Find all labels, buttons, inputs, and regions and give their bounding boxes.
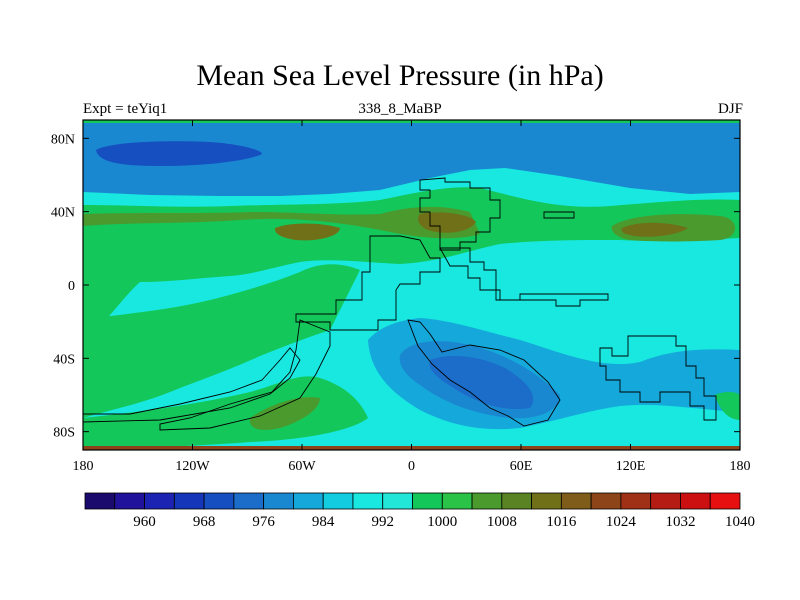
field-high-atlantic xyxy=(83,206,480,239)
field-south-east-green xyxy=(715,392,740,420)
pressure-field xyxy=(83,120,740,450)
colorbar: 960 968 976 984 992 1000 1008 1016 1024 1032 1040 xyxy=(84,492,755,530)
period-label: 338_8_MaBP xyxy=(358,101,442,117)
coastline-east xyxy=(599,335,717,421)
colorbar-swatch xyxy=(441,492,473,510)
colorbar-swatch xyxy=(84,492,116,510)
colorbar-label: 984 xyxy=(312,514,335,530)
lat-tick-label: 80N xyxy=(51,132,75,147)
field-high-pacific-core xyxy=(274,223,340,241)
colorbar-swatch xyxy=(263,492,294,510)
colorbar-label: 992 xyxy=(371,514,394,530)
colorbar-swatch xyxy=(680,492,711,510)
colorbar-swatch xyxy=(620,492,652,510)
colorbar-swatch xyxy=(471,492,503,510)
field-arctic-core xyxy=(96,141,262,166)
lon-tick-label: 60W xyxy=(288,459,316,474)
coastline-south-west xyxy=(82,347,301,423)
experiment-label: Expt = teYiq1 xyxy=(83,101,168,117)
lat-tick-label: 0 xyxy=(68,279,75,294)
latitude-axis: 80N 40N 0 40S 80S xyxy=(51,132,740,441)
colorbar-swatch xyxy=(322,492,354,510)
lon-tick-label: 180 xyxy=(73,459,94,474)
colorbar-swatch xyxy=(709,492,741,510)
colorbar-swatch xyxy=(560,492,592,510)
field-high-asia-core xyxy=(621,222,688,237)
field-subtropical-high-n xyxy=(83,187,740,340)
lat-tick-label: 80S xyxy=(53,426,75,441)
colorbar-swatch xyxy=(352,492,384,510)
colorbar-label: 960 xyxy=(133,514,156,530)
colorbar-swatch xyxy=(233,492,265,510)
colorbar-label: 968 xyxy=(193,514,216,530)
lon-tick-label: 60E xyxy=(510,459,533,474)
colorbar-swatch xyxy=(650,492,681,510)
colorbar-swatch xyxy=(173,492,205,510)
colorbar-swatch xyxy=(144,492,175,510)
field-arctic-low xyxy=(83,120,740,196)
coastline-north xyxy=(419,177,501,251)
colorbar-label: 1040 xyxy=(725,514,755,530)
colorbar-label: 1016 xyxy=(546,514,577,530)
longitude-axis: 180 120W 60W 0 60E 120E 180 xyxy=(73,120,751,474)
coastline-europe xyxy=(439,247,609,307)
colorbar-label: 1000 xyxy=(427,514,457,530)
lon-tick-label: 180 xyxy=(730,459,751,474)
lon-tick-label: 120W xyxy=(175,459,210,474)
colorbar-label: 1008 xyxy=(487,514,517,530)
field-southern-low-inner xyxy=(429,355,534,410)
season-label: DJF xyxy=(717,101,743,117)
colorbar-swatch xyxy=(590,492,622,510)
field-high-africa-core xyxy=(418,212,476,233)
colorbar-swatch xyxy=(382,492,413,510)
coastline-island xyxy=(543,211,575,219)
field-tropical-west xyxy=(83,264,360,418)
colorbar-swatch xyxy=(501,492,532,510)
colorbar-label: 976 xyxy=(252,514,275,530)
lon-tick-label: 120E xyxy=(616,459,646,474)
coastlines xyxy=(82,177,717,431)
colorbar-swatch xyxy=(293,492,324,510)
coastline-americas xyxy=(295,235,441,331)
colorbar-swatch xyxy=(412,492,443,510)
plot-title: Mean Sea Level Pressure (in hPa) xyxy=(196,59,604,92)
coastline-south-america xyxy=(159,319,331,431)
coastline-africa xyxy=(407,319,561,427)
colorbar-label: 1024 xyxy=(606,514,637,530)
colorbar-swatch xyxy=(203,492,235,510)
lon-tick-label: 0 xyxy=(408,459,415,474)
colorbar-swatch xyxy=(531,492,562,510)
colorbar-label: 1032 xyxy=(665,514,695,530)
field-southern-high xyxy=(83,376,368,450)
lat-tick-label: 40N xyxy=(51,206,75,221)
colorbar-swatch xyxy=(114,492,145,510)
field-southern-high-core xyxy=(249,397,320,430)
lat-tick-label: 40S xyxy=(53,352,75,367)
